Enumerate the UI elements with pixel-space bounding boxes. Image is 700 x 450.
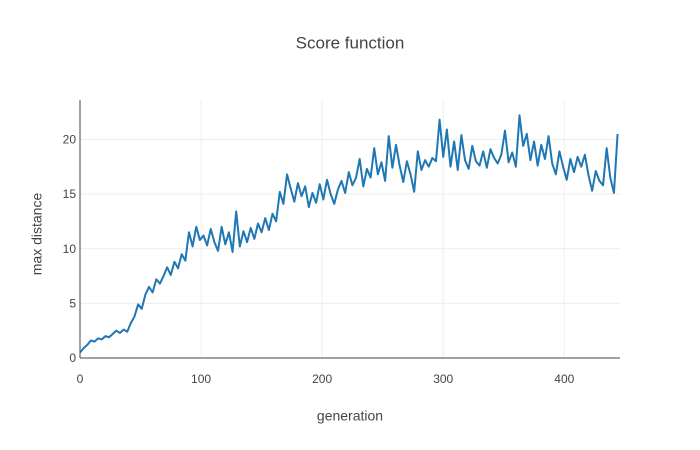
x-tick-label: 200 [312,372,332,386]
x-tick-label: 100 [191,372,211,386]
chart-title: Score function [296,33,405,52]
x-tick-label: 0 [77,372,84,386]
y-tick-label: 20 [63,133,77,147]
y-tick-label: 10 [63,242,77,256]
series-line [79,114,619,354]
x-axis-title: generation [317,408,383,424]
y-tick-label: 5 [69,297,76,311]
y-axis-title: max distance [29,193,45,276]
x-tick-label: 400 [554,372,574,386]
y-tick-label: 15 [63,187,77,201]
x-tick-label: 300 [433,372,453,386]
y-tick-label: 0 [69,351,76,365]
